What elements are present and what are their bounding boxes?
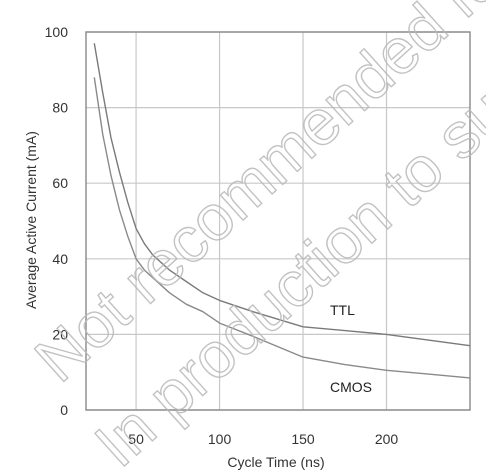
tick-labels: 0 20 40 60 80 100 50 100 150 200 [45,24,399,447]
x-tick-label-200: 200 [375,431,399,447]
plot-frame [85,31,471,411]
x-tick-label-100: 100 [208,431,232,447]
watermark: Not recommended for In production to sup… [20,0,486,474]
series-line-cmos [93,77,471,379]
grid [85,31,471,411]
series-line-ttl [93,43,471,347]
y-tick-label-60: 60 [52,175,68,191]
x-tick-label-150: 150 [291,431,315,447]
y-tick-label-40: 40 [52,251,68,267]
y-tick-label-0: 0 [60,402,68,418]
y-tick-label-80: 80 [52,100,68,116]
y-axis-title: Average Active Current (mA) [23,131,39,309]
x-axis-title: Cycle Time (ns) [227,454,324,470]
series-label-cmos: CMOS [330,379,372,395]
x-tick-label-50: 50 [128,431,144,447]
series-lines [93,43,471,379]
y-tick-label-100: 100 [45,24,69,40]
y-tick-label-20: 20 [52,326,68,342]
series-label-ttl: TTL [330,302,355,318]
